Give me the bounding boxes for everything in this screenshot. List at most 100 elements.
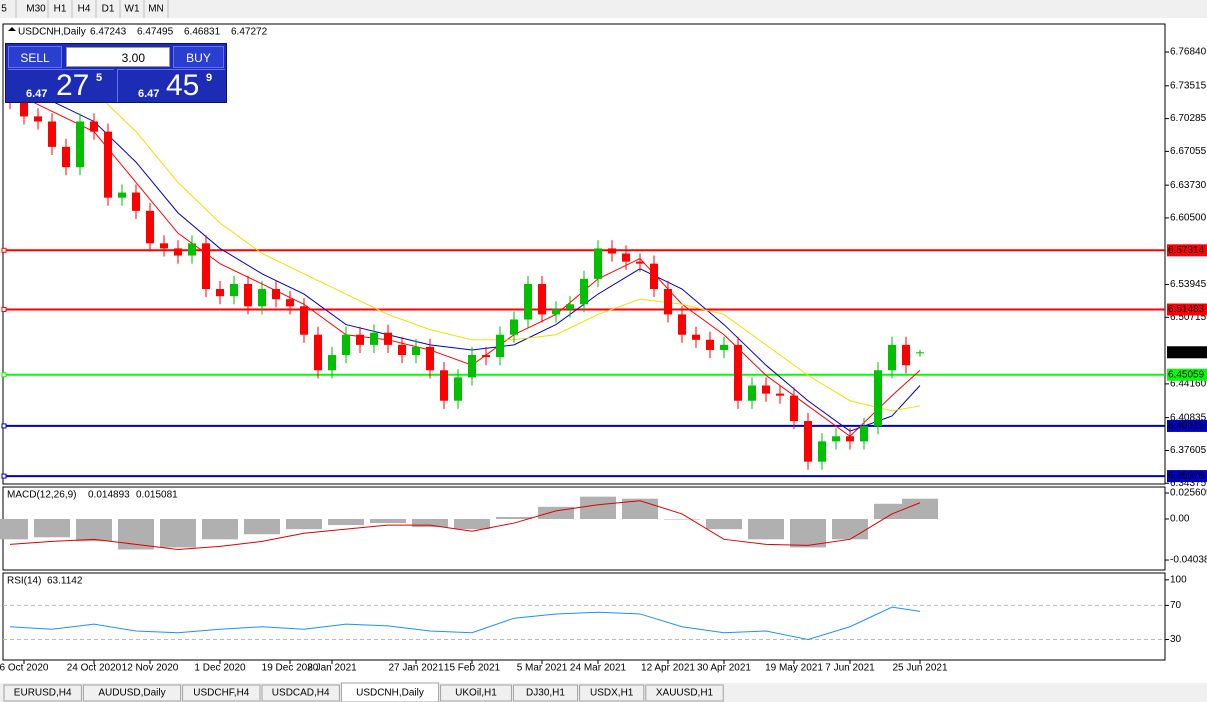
tab[interactable] xyxy=(340,682,440,702)
timeframe-button[interactable]: H4 xyxy=(78,4,91,15)
indicator-name: MACD(12,26,9) xyxy=(7,490,76,501)
ask-box: 6.47 45 9 xyxy=(117,69,225,102)
candle-body xyxy=(692,334,700,340)
tab-label[interactable]: USDCHF,H4 xyxy=(193,688,250,699)
candle-body xyxy=(314,334,322,371)
y-tick-label: 6.70285 xyxy=(1170,113,1207,124)
bid-box: 6.47 27 5 xyxy=(8,69,114,102)
macd-bar xyxy=(874,503,910,520)
toolbar xyxy=(0,0,1207,18)
tab[interactable] xyxy=(3,684,82,702)
tab[interactable] xyxy=(512,684,579,702)
timeframe-button[interactable]: 5 xyxy=(1,4,7,15)
current-price: 6.47272 xyxy=(1168,347,1205,358)
candle-body xyxy=(636,261,644,264)
candle-body xyxy=(650,263,658,290)
level-handle xyxy=(1,247,7,253)
x-tick-label: 6 Oct 2020 xyxy=(0,663,49,674)
tab[interactable] xyxy=(440,684,512,702)
candle-body xyxy=(118,192,126,198)
candle-body xyxy=(566,304,574,310)
y-tick-label: 6.63730 xyxy=(1170,180,1207,191)
candle-body xyxy=(776,393,784,396)
timeframe-button[interactable]: D1 xyxy=(102,4,115,15)
macd-bar xyxy=(454,519,490,530)
x-tick-label: 7 Jun 2021 xyxy=(825,663,875,674)
candle-body xyxy=(412,346,420,356)
timeframe-button[interactable]: MN xyxy=(148,4,164,15)
timeframe-button[interactable]: H1 xyxy=(54,4,67,15)
candle-body xyxy=(552,309,560,315)
level-handle xyxy=(1,307,7,313)
y-tick-label: 30 xyxy=(1170,634,1182,645)
current-price-box xyxy=(1167,346,1207,359)
candle-body xyxy=(454,377,462,401)
tab[interactable] xyxy=(261,684,340,702)
x-tick-label: 12 Apr 2021 xyxy=(641,663,695,674)
y-tick-label: 0.00 xyxy=(1170,514,1190,525)
tab[interactable] xyxy=(579,684,645,702)
lot-input[interactable]: 3.00 xyxy=(66,47,170,67)
candle-body xyxy=(398,344,406,356)
candle-body xyxy=(482,355,490,358)
macd-bar xyxy=(202,519,238,540)
macd-bar xyxy=(370,519,406,524)
candle-body xyxy=(90,121,98,132)
level-label-box xyxy=(1167,419,1207,432)
tab-label[interactable]: AUDUSD,Daily xyxy=(98,688,165,699)
bid-pips: 27 xyxy=(56,69,90,102)
x-tick-label: 24 Mar 2021 xyxy=(570,663,627,674)
candle-body xyxy=(258,289,266,307)
candle-body xyxy=(244,283,252,307)
candle-body xyxy=(132,192,140,211)
tab[interactable] xyxy=(182,684,261,702)
bid-fraction: 5 xyxy=(96,72,103,84)
tab-label[interactable]: XAUUSD,H1 xyxy=(656,688,714,699)
candle-body xyxy=(622,253,630,262)
x-tick-label: 25 Jun 2021 xyxy=(892,663,947,674)
moving-average xyxy=(9,60,921,412)
macd-bar xyxy=(118,519,154,550)
tab[interactable] xyxy=(82,684,182,702)
candle-body xyxy=(832,436,840,442)
y-tick-label: 6.67055 xyxy=(1170,146,1207,157)
sell-button[interactable]: SELL xyxy=(8,46,62,68)
chart-icon xyxy=(8,27,16,31)
macd-bar xyxy=(902,498,938,520)
tab-label[interactable]: UKOil,H1 xyxy=(455,688,497,699)
tab-label[interactable]: USDCAD,H4 xyxy=(272,688,330,699)
macd-bar xyxy=(412,519,448,528)
tab-label[interactable]: EURUSD,H4 xyxy=(14,688,72,699)
candle-body xyxy=(748,385,756,401)
macd-signal xyxy=(9,500,921,550)
macd-bar xyxy=(34,519,70,538)
level-label-box xyxy=(1167,470,1207,483)
x-tick-label: 27 Jan 2021 xyxy=(388,663,443,674)
buy-button[interactable]: BUY xyxy=(173,46,224,68)
candle-body xyxy=(804,421,812,462)
macd-bar xyxy=(244,519,280,535)
candle-body xyxy=(342,334,350,356)
bid-big: 6.47 xyxy=(26,88,48,100)
candle-body xyxy=(538,283,546,315)
tab-label[interactable]: USDX,H1 xyxy=(590,688,634,699)
candle-body xyxy=(524,283,532,320)
macd-bar xyxy=(790,519,826,548)
candle-body xyxy=(76,121,84,168)
ohlc-value: 6.47243 xyxy=(90,27,127,38)
candle-body xyxy=(874,370,882,427)
macd-bar xyxy=(76,519,112,542)
timeframe-button[interactable]: M30 xyxy=(26,4,46,15)
y-tick-label: 70 xyxy=(1170,600,1182,611)
candle-body xyxy=(594,248,602,279)
timeframe-button[interactable]: W1 xyxy=(125,4,140,15)
tab-label[interactable]: USDCNH,Daily xyxy=(356,688,424,699)
macd-bar xyxy=(328,519,364,526)
y-tick-label: -0.040386 xyxy=(1170,555,1207,566)
tab[interactable] xyxy=(645,684,724,702)
candle-body xyxy=(496,334,504,358)
candle-body xyxy=(272,289,280,300)
level-label: 6.45059 xyxy=(1168,369,1205,380)
tab-label[interactable]: DJ30,H1 xyxy=(526,688,565,699)
